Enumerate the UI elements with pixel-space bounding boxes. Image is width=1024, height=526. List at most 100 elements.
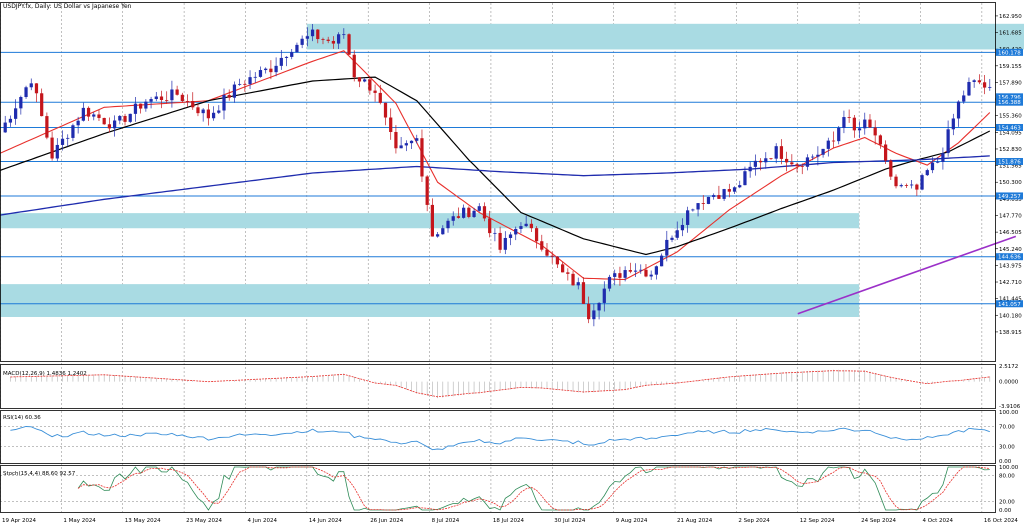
candle-body <box>50 137 54 159</box>
candle <box>717 185 721 200</box>
candle-body <box>946 129 950 154</box>
candle-body <box>847 117 851 118</box>
candle-body <box>951 118 955 130</box>
candle-body <box>982 82 987 88</box>
candle <box>248 70 252 89</box>
price-tick-10: 150.300 <box>999 180 1022 186</box>
candle <box>863 112 867 135</box>
candle <box>941 147 945 170</box>
candle-body <box>670 237 674 240</box>
candle-body <box>290 52 294 57</box>
candle <box>508 232 513 246</box>
candle-body <box>696 203 700 210</box>
candle-body <box>519 226 523 229</box>
moving-averages <box>0 50 991 281</box>
candle <box>857 121 862 139</box>
ema-fast-line <box>0 50 991 281</box>
candle-body <box>852 117 856 131</box>
candle <box>545 242 549 257</box>
panel-frames <box>0 2 996 513</box>
candle <box>409 140 414 149</box>
candle <box>800 163 804 175</box>
candle <box>55 138 59 162</box>
level-tag-7: 141.057 <box>996 300 1023 308</box>
candle-body <box>863 119 867 129</box>
candle <box>472 207 476 219</box>
candle <box>222 88 226 120</box>
candle-body <box>24 87 28 98</box>
candle <box>118 115 122 125</box>
candle-body <box>97 114 101 118</box>
candle-body <box>706 196 711 204</box>
candle <box>769 158 773 160</box>
candle-body <box>154 96 158 100</box>
candle-body <box>264 68 268 71</box>
candle-body <box>399 145 403 149</box>
panel-frame-1 <box>0 364 996 409</box>
candle-body <box>790 162 794 165</box>
candle <box>758 158 763 171</box>
candle-body <box>472 210 476 217</box>
candle <box>894 174 898 189</box>
date-label-6: 26 Jun 2024 <box>370 518 404 524</box>
date-label-5: 14 Jun 2024 <box>309 518 343 524</box>
candle <box>232 81 237 103</box>
candle <box>925 168 929 176</box>
candle <box>962 90 966 104</box>
candle <box>790 154 794 167</box>
candle-body <box>930 162 935 171</box>
candle <box>498 226 502 254</box>
candle-body <box>628 270 632 272</box>
stoch-tick-1: 80.00 <box>999 474 1015 480</box>
candle-body <box>534 228 539 242</box>
candle <box>357 77 362 88</box>
stoch-label: Stoch(15,4,4) 88.60 92.57 <box>3 471 76 477</box>
horizontal-levels[interactable] <box>0 51 995 305</box>
candle <box>425 175 429 212</box>
zone-0 <box>306 23 1024 50</box>
candle-body <box>680 224 685 231</box>
candle <box>149 96 153 109</box>
candle-body <box>597 302 601 311</box>
candle <box>300 35 304 49</box>
candle <box>175 85 179 96</box>
date-label-15: 4 Oct 2024 <box>923 518 954 524</box>
candle-body <box>71 125 75 138</box>
candle-body <box>60 138 65 145</box>
candle <box>675 221 679 241</box>
candle <box>415 134 419 144</box>
candle <box>19 95 23 115</box>
macd-tick-1: 0.0000 <box>999 380 1019 386</box>
candle <box>201 108 205 122</box>
level-tag-box-4 <box>996 158 1023 166</box>
price-tick-8: 152.830 <box>999 147 1022 153</box>
candle-body <box>211 112 216 119</box>
candle <box>951 113 955 136</box>
date-label-11: 21 Aug 2024 <box>677 518 713 524</box>
stoch-tick-0: 100.00 <box>999 465 1019 471</box>
candle-body <box>555 256 560 265</box>
candle <box>764 152 768 169</box>
candle-body <box>477 206 481 211</box>
level-tag-box-2 <box>996 98 1023 106</box>
trendline[interactable] <box>797 235 1017 315</box>
candle <box>649 270 653 280</box>
price-panel[interactable]: USDJPY.fx, Daily: US Dollar vs Japanese … <box>0 3 1024 512</box>
level-tag-box-1 <box>996 93 1023 101</box>
rsi-line <box>10 426 990 451</box>
candle-body <box>920 175 924 190</box>
candle-body <box>498 232 502 250</box>
rsi-panel: RSI(14) 60.36 100.00 70.00 30.00 0.00 <box>0 410 1019 465</box>
candle-body <box>727 189 731 192</box>
date-label-10: 9 Aug 2024 <box>616 518 648 524</box>
price-tick-9: 151.565 <box>999 164 1022 170</box>
candle-body <box>644 269 648 277</box>
candle <box>706 196 711 205</box>
candle <box>722 188 726 201</box>
candle <box>899 183 903 188</box>
candle-body <box>441 228 445 235</box>
stoch-signal-line <box>77 466 990 511</box>
candle <box>45 112 49 140</box>
